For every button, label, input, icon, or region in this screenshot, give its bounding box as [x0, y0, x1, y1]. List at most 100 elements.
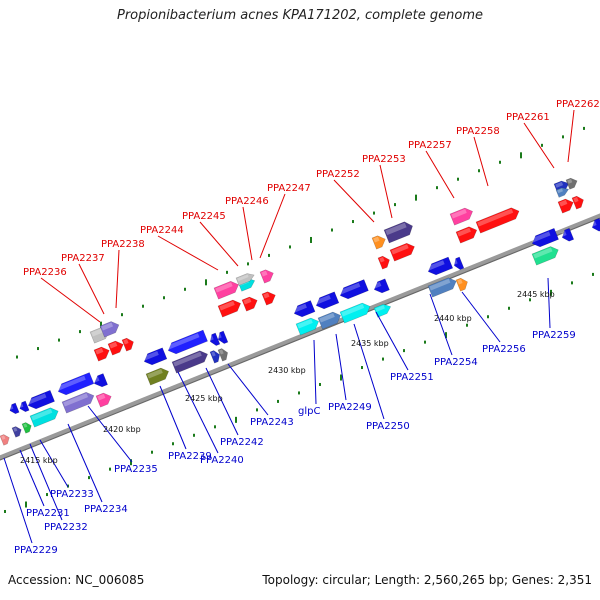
- tick-mark: [415, 194, 417, 201]
- label-leader-line: [39, 439, 69, 488]
- gene-label-top: PPA2238: [101, 239, 145, 250]
- gene-label-bottom: PPA2254: [434, 357, 478, 368]
- tick-mark: [319, 382, 321, 386]
- gene-glyph: [167, 329, 208, 355]
- tick-mark: [151, 450, 153, 454]
- tick-mark: [226, 270, 228, 274]
- tick-mark: [289, 245, 291, 249]
- gene-glyphs: [0, 177, 600, 446]
- tick-mark: [487, 315, 489, 319]
- tick-mark: [541, 143, 543, 147]
- gene-label-top: PPA2237: [61, 253, 105, 264]
- gene-label-bottom: PPA2240: [200, 455, 244, 466]
- kbp-label: 2430 kbp: [268, 366, 306, 375]
- label-leader-line: [29, 443, 63, 521]
- kbp-label: 2435 kbp: [351, 339, 389, 348]
- gene-glyph: [453, 256, 465, 270]
- gene-glyph: [99, 321, 120, 338]
- kbp-label: 2445 kbp: [517, 290, 555, 299]
- tick-mark: [583, 126, 585, 130]
- gene-glyph: [19, 400, 30, 413]
- gene-label-bottom: PPA2229: [14, 545, 58, 556]
- tick-mark: [394, 203, 396, 207]
- tick-mark: [193, 433, 195, 437]
- tick-mark: [445, 332, 447, 339]
- label-leader-line: [473, 136, 489, 187]
- tick-mark: [478, 169, 480, 173]
- tick-mark: [403, 349, 405, 353]
- gene-glyph: [449, 207, 473, 226]
- kbp-label: 2425 kbp: [185, 394, 223, 403]
- gene-glyph: [21, 422, 32, 434]
- tick-mark: [529, 298, 531, 302]
- gene-glyph: [209, 350, 220, 364]
- tick-mark: [499, 160, 501, 164]
- gene-label-bottom: PPA2256: [482, 344, 526, 355]
- kbp-labels: 2415 kbp 2420 kbp 2425 kbp 2430 kbp 2435 kbp…: [20, 290, 555, 465]
- label-leader-line: [523, 122, 555, 169]
- gene-glyph: [145, 367, 169, 386]
- gene-glyph: [293, 300, 316, 318]
- tick-mark: [163, 296, 165, 300]
- gene-glyph: [29, 407, 59, 428]
- label-leader-line: [429, 293, 453, 356]
- tick-mark: [466, 323, 468, 327]
- label-leader-line: [40, 277, 101, 323]
- tick-mark: [88, 476, 90, 480]
- genome-backbone-shadow: [0, 217, 600, 461]
- label-leader-line: [115, 249, 120, 309]
- tick-mark: [436, 186, 438, 190]
- gene-label-bottom: PPA2251: [390, 372, 434, 383]
- tick-mark: [46, 493, 48, 497]
- tick-mark: [268, 253, 270, 257]
- gene-glyph: [143, 347, 168, 366]
- tick-mark: [109, 467, 111, 471]
- gene-glyph: [531, 246, 559, 266]
- tick-mark: [121, 313, 123, 317]
- label-leader-line: [335, 333, 347, 401]
- gene-glyph: [571, 195, 584, 210]
- gene-glyph: [339, 302, 371, 324]
- tick-mark: [184, 287, 186, 291]
- gene-glyph: [261, 291, 276, 306]
- gene-glyph: [27, 389, 55, 410]
- label-leader-line: [177, 371, 219, 454]
- gene-label-bottom: PPA2231: [26, 508, 70, 519]
- tick-mark: [352, 220, 354, 224]
- gene-glyph: [561, 227, 575, 242]
- tick-mark: [298, 391, 300, 395]
- gene-label-bottom: glpC: [298, 406, 320, 417]
- gene-glyph: [591, 217, 600, 232]
- tick-mark: [16, 355, 18, 359]
- label-leader-line: [242, 206, 253, 261]
- gene-glyph: [171, 350, 208, 374]
- label-leader-line: [425, 150, 455, 199]
- gene-label-bottom: PPA2235: [114, 464, 158, 475]
- summary-text: Topology: circular; Length: 2,560,265 bp…: [262, 573, 592, 587]
- tick-mark: [25, 501, 27, 508]
- accession-text: Accession: NC_006085: [8, 573, 145, 587]
- label-leaders: [3, 109, 575, 544]
- label-leader-line: [157, 235, 219, 271]
- gene-glyph: [57, 372, 95, 396]
- tick-mark: [424, 340, 426, 344]
- label-leader-line: [353, 323, 385, 420]
- gene-glyph: [317, 311, 341, 330]
- gene-label-top: PPA2252: [316, 169, 360, 180]
- gene-label-top: PPA2261: [506, 112, 550, 123]
- kbp-label: 2440 kbp: [434, 314, 472, 323]
- gene-glyph: [383, 221, 413, 244]
- gene-label-top: PPA2244: [140, 225, 184, 236]
- gene-label-bottom: PPA2242: [220, 437, 264, 448]
- tick-mark: [4, 509, 6, 513]
- gene-label-top: PPA2247: [267, 183, 311, 194]
- tick-mark: [310, 236, 312, 243]
- gene-glyph: [315, 291, 340, 310]
- label-leader-line: [461, 291, 501, 343]
- gene-glyph: [241, 296, 258, 312]
- tick-mark: [457, 177, 459, 181]
- tick-mark: [256, 408, 258, 412]
- gene-label-bottom: PPA2239: [168, 451, 212, 462]
- gene-glyph: [9, 402, 20, 415]
- gene-glyph: [259, 269, 274, 284]
